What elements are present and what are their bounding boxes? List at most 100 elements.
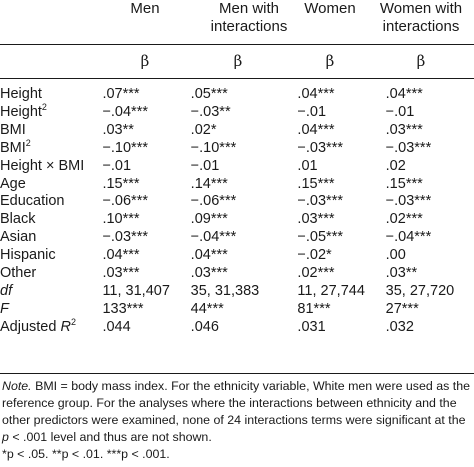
coefficient-cell: −.10*** — [102, 139, 148, 156]
coefficient-cell: −.04*** — [190, 229, 237, 246]
row-label: Education — [0, 193, 102, 211]
row-label: BMI — [0, 122, 102, 140]
row-label-text: Age — [0, 175, 26, 192]
coefficient-cell: .03*** — [190, 265, 228, 282]
coefficient-cell: 133*** — [102, 300, 144, 317]
coefficient-cell: 35, 31,383 — [190, 282, 260, 299]
row-label: BMI2 — [0, 138, 102, 158]
coefficient-cell: .15*** — [297, 175, 335, 192]
subheader-rule — [0, 78, 474, 79]
row-label: Other — [0, 265, 102, 283]
table-row: Other .03*** .03*** .02*** .03** — [0, 265, 474, 283]
row-label-text: Height × BMI — [0, 157, 85, 174]
col-header-women-interactions-line1: Women with — [379, 0, 463, 17]
table-row: F 133*** 44*** 81*** 27*** — [0, 301, 474, 319]
row-label: Height2 — [0, 103, 102, 122]
table-row: Height2 −.04*** −.03** −.01 −.01 — [0, 103, 474, 122]
col-header-men-interactions: Men with interactions — [194, 0, 304, 36]
coefficient-cell: .03*** — [385, 121, 423, 138]
table-row: Height × BMI −.01 −.01 .01 .02 — [0, 158, 474, 176]
col-header-women-interactions-line2: interactions — [382, 18, 460, 35]
beta-label: β — [140, 52, 150, 70]
note-text-part2: < .001 level and thus are not shown. — [8, 430, 212, 444]
row-label-text: df — [0, 282, 13, 299]
coefficient-cell: .03*** — [297, 211, 335, 228]
row-label-text: Education — [0, 193, 65, 210]
coefficient-cell: −.01 — [385, 103, 415, 120]
coefficient-cell: .02* — [190, 121, 217, 138]
row-label-text: Height — [0, 86, 42, 102]
row-label-text: Hispanic — [0, 247, 56, 264]
col-header-women: Women — [290, 0, 370, 18]
row-label: F — [0, 301, 102, 319]
coefficient-cell: −.03*** — [385, 193, 432, 210]
row-label-text: Asian — [0, 229, 37, 246]
row-label: Height — [0, 86, 102, 104]
row-label: Height × BMI — [0, 158, 102, 176]
coefficient-cell: .046 — [190, 318, 219, 335]
row-label-text: Black — [0, 211, 36, 228]
beta-label: β — [233, 52, 243, 70]
coefficient-cell: .04*** — [297, 121, 335, 138]
table-row: Hispanic .04*** .04*** −.02* .00 — [0, 247, 474, 265]
row-label-text: BMI — [0, 139, 26, 156]
header-rule — [0, 44, 474, 45]
coefficient-cell: .04*** — [102, 247, 140, 264]
col-header-men-interactions-line1: Men with — [218, 0, 280, 17]
coefficient-cell: .04*** — [385, 86, 423, 102]
coefficient-cell: .14*** — [190, 175, 228, 192]
note-p-symbol: p — [2, 430, 9, 444]
coefficient-cell: 35, 27,720 — [385, 282, 455, 299]
table-row: df 11, 31,407 35, 31,383 11, 27,744 35, 27,7… — [0, 283, 474, 301]
row-label: Asian — [0, 229, 102, 247]
table-row: Black .10*** .09*** .03*** .02*** — [0, 211, 474, 229]
r-symbol: R — [60, 318, 71, 335]
coefficient-cell: .031 — [297, 318, 326, 335]
coefficient-cell: −.01 — [297, 103, 327, 120]
coefficient-cell: .02*** — [385, 211, 423, 228]
significance-legend: *p < .05. **p < .01. ***p < .001. — [2, 447, 170, 461]
col-header-women-line2: Women — [304, 0, 356, 17]
row-label: Black — [0, 211, 102, 229]
table-note: Note. BMI = body mass index. For the eth… — [2, 378, 472, 463]
bottom-rule — [0, 373, 474, 374]
coefficient-cell: .15*** — [385, 175, 423, 192]
note-lead: Note. — [2, 379, 32, 393]
row-label-superscript: 2 — [70, 316, 76, 327]
coefficient-cell: −.10*** — [190, 139, 237, 156]
row-label-text: Adjusted R — [0, 318, 71, 335]
coefficient-cell: .04*** — [297, 86, 335, 102]
coefficient-cell: −.03*** — [385, 139, 432, 156]
col-header-women-interactions: Women with interactions — [368, 0, 474, 36]
note-text-part1: BMI = body mass index. For the ethnicity… — [2, 379, 470, 427]
coefficient-cell: .03** — [102, 121, 134, 138]
beta-label: β — [416, 52, 426, 70]
coefficient-cell: −.03*** — [102, 229, 148, 246]
row-label-text: Other — [0, 265, 37, 282]
coefficient-cell: .03*** — [102, 265, 140, 282]
coefficient-cell: 81*** — [297, 300, 331, 317]
coefficient-cell: −.03** — [190, 103, 231, 120]
coefficient-cell: .01 — [297, 157, 318, 174]
coefficient-cell: −.01 — [102, 157, 132, 174]
row-label-text: BMI — [0, 121, 26, 138]
col-header-men: Men — [104, 0, 186, 18]
coefficient-cell: −.04*** — [102, 103, 148, 120]
col-header-men-interactions-line2: interactions — [210, 18, 288, 35]
coefficient-cell: .032 — [385, 318, 414, 335]
table-row: BMI2 −.10*** −.10*** −.03*** −.03*** — [0, 138, 474, 158]
row-label: Hispanic — [0, 247, 102, 265]
table-row: Asian −.03*** −.04*** −.05*** −.04*** — [0, 229, 474, 247]
row-label: Adjusted R2 — [0, 316, 102, 337]
table-row: BMI .03** .02* .04*** .03*** — [0, 122, 474, 140]
coefficient-cell: −.05*** — [297, 229, 343, 246]
coefficient-cell: −.06*** — [190, 193, 237, 210]
coefficient-cell: −.03*** — [297, 193, 343, 210]
coefficient-cell: .02*** — [297, 265, 335, 282]
coefficient-cell: −.02* — [297, 247, 332, 264]
coefficient-cell: .04*** — [190, 247, 228, 264]
coefficient-cell: .07*** — [102, 86, 140, 102]
note-paragraph: Note. BMI = body mass index. For the eth… — [2, 378, 472, 446]
coefficient-cell: 27*** — [385, 300, 419, 317]
coefficient-cell: .09*** — [190, 211, 228, 228]
